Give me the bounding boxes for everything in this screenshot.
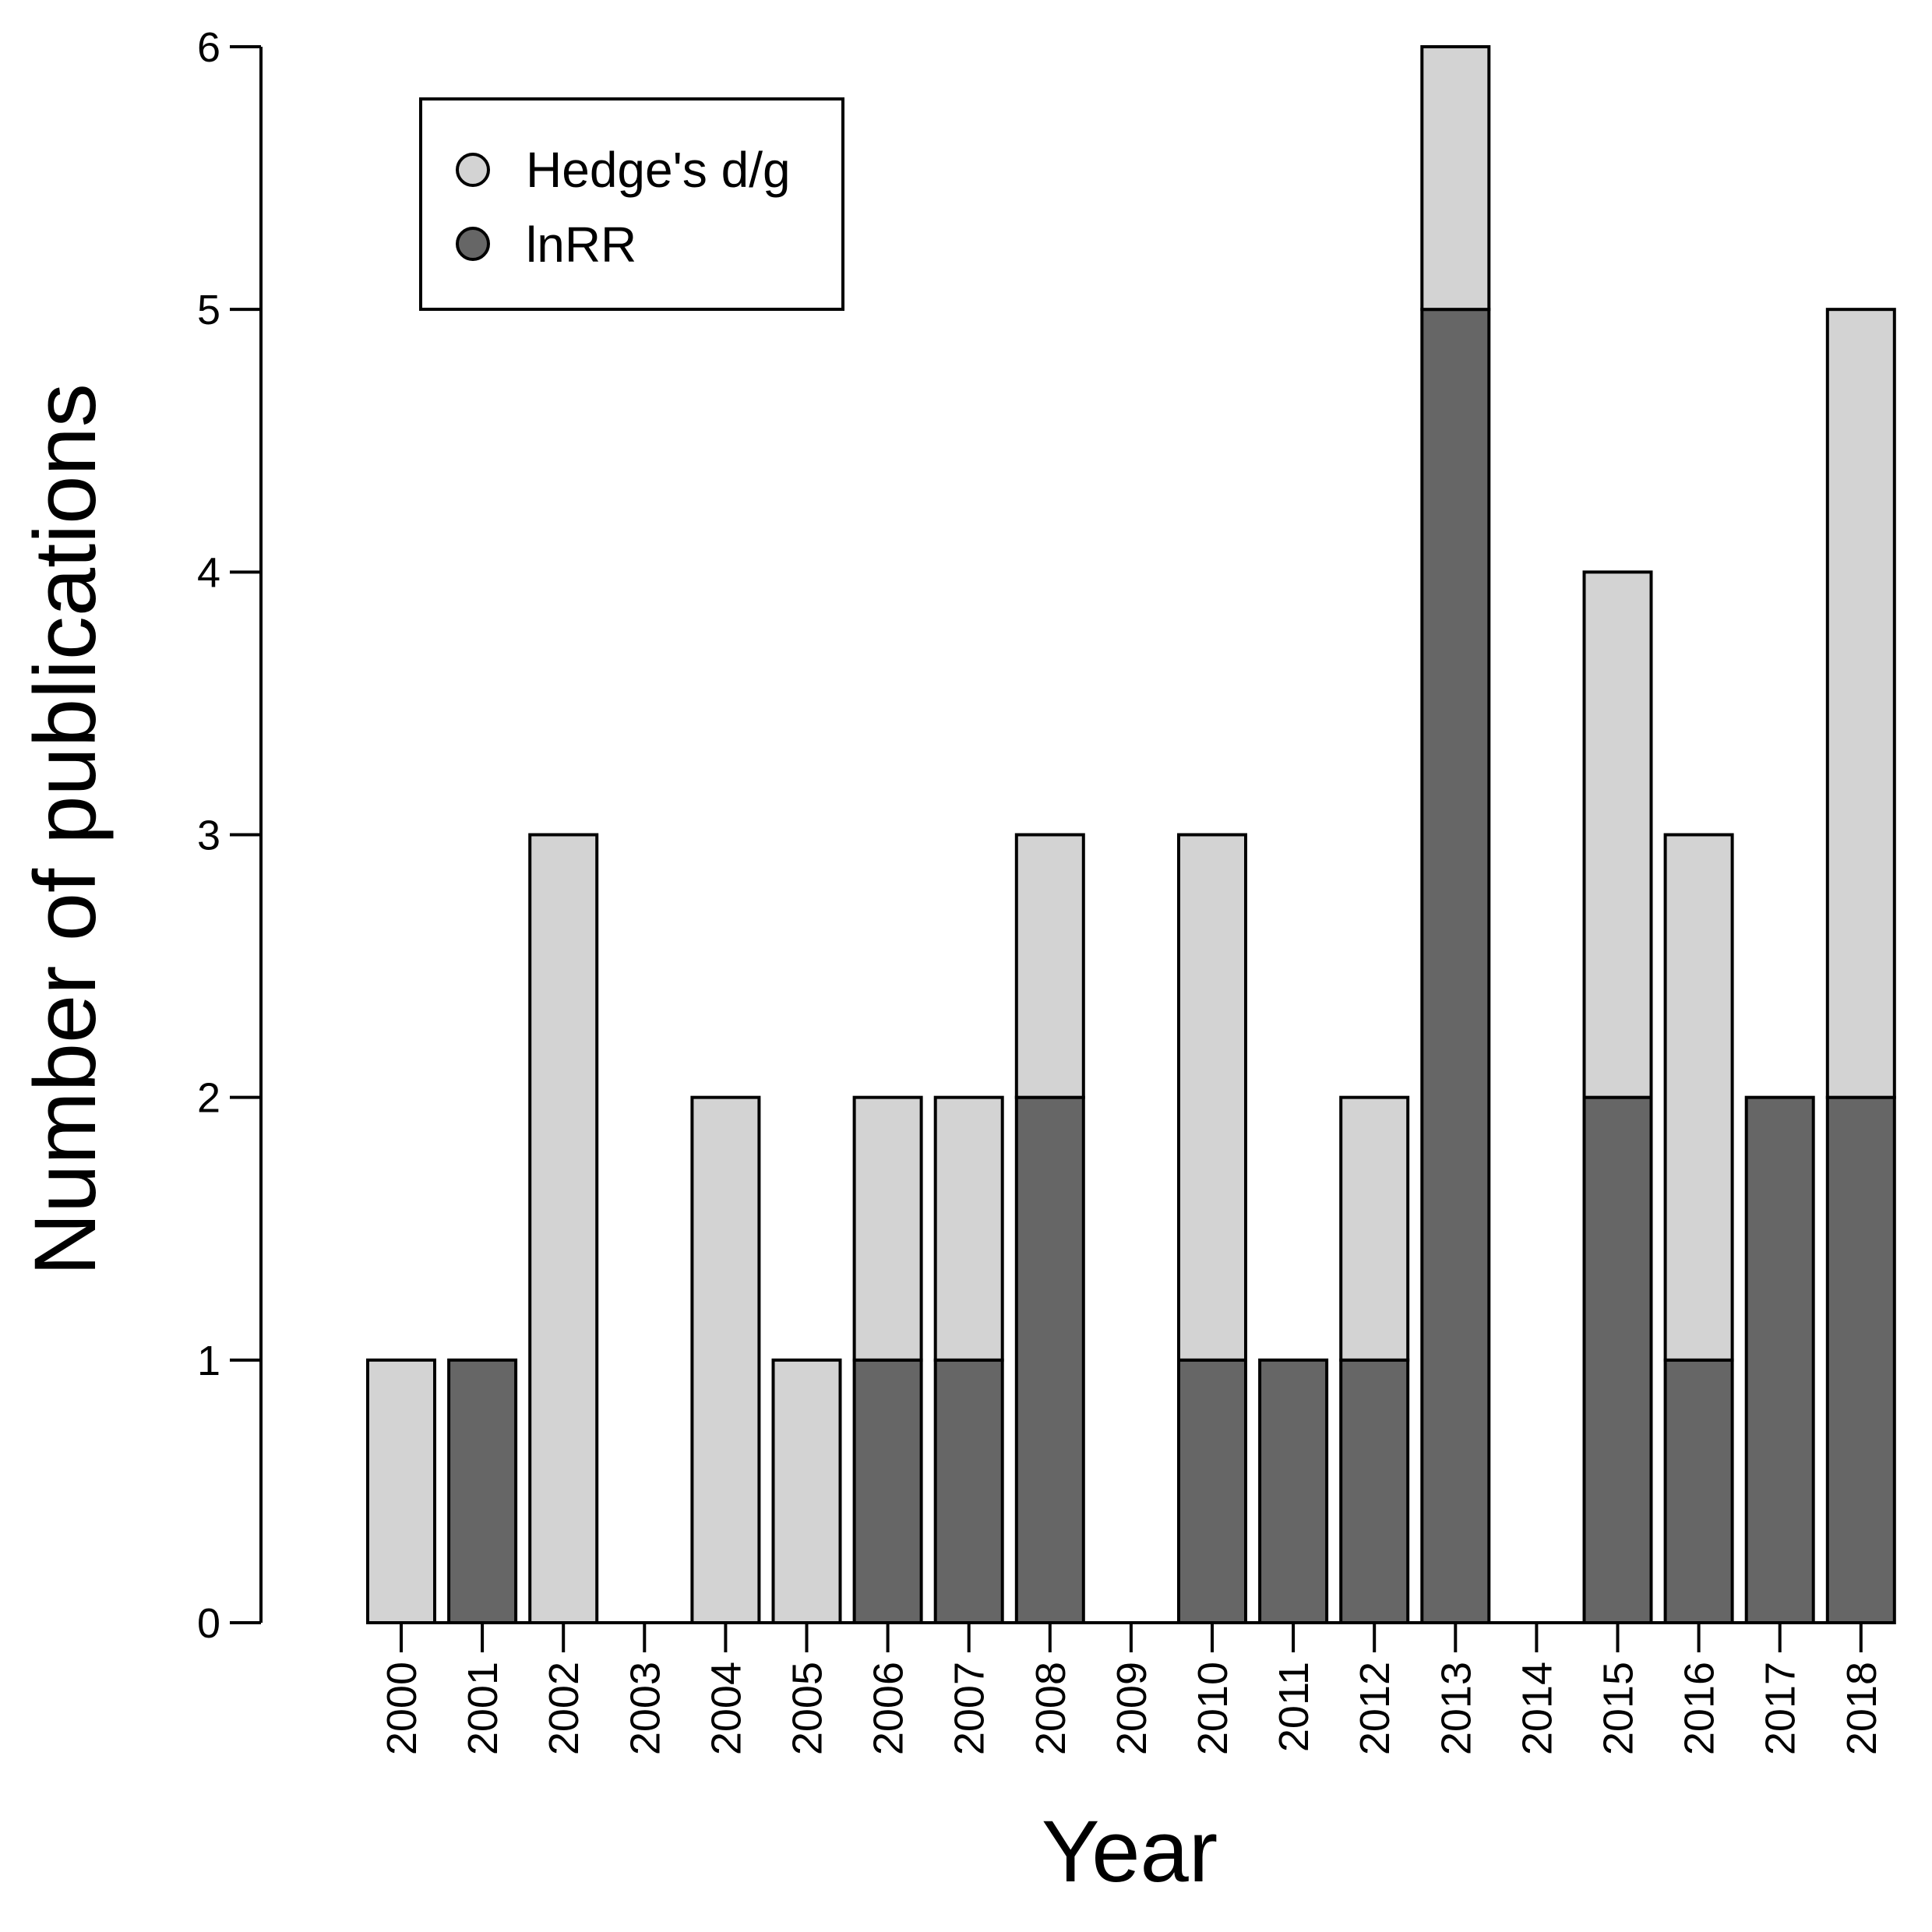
bar-2012-lnrr: [1339, 1358, 1410, 1625]
y-tick-label: 1: [197, 1338, 220, 1384]
bar-2018-lnrr: [1825, 1095, 1896, 1624]
bar-2015-lnrr: [1582, 1095, 1653, 1624]
legend-swatch-lnrr: [456, 227, 490, 261]
x-tick-label: 2003: [622, 1662, 668, 1755]
bar-2001-lnrr: [447, 1358, 518, 1625]
bar-2015-hedges: [1582, 570, 1653, 1099]
y-tick-label: 6: [197, 24, 220, 71]
y-tick-label: 4: [197, 549, 220, 596]
y-tick-label: 3: [197, 813, 220, 859]
x-tick-label: 2014: [1514, 1662, 1560, 1755]
x-tick-label: 2016: [1676, 1662, 1723, 1755]
x-tick-label: 2004: [703, 1662, 749, 1755]
bar-2008-lnrr: [1014, 1095, 1085, 1624]
y-tick-label: 0: [197, 1600, 220, 1647]
bar-2016-hedges: [1663, 833, 1734, 1362]
x-tick-label: 2018: [1839, 1662, 1885, 1755]
x-tick-label: 2006: [866, 1662, 912, 1755]
bar-2006-hedges: [852, 1095, 923, 1362]
bar-layer: [366, 45, 1896, 1625]
x-axis: 2000 2001 2002 2003 2004 2005 2006 2007 2008 2009…: [368, 1621, 1893, 1755]
x-tick-label: 2011: [1271, 1662, 1317, 1752]
y-tick-label: 5: [197, 287, 220, 333]
bar-2002-hedges: [528, 833, 599, 1624]
bar-2017-lnrr: [1744, 1095, 1815, 1624]
x-tick-label: 2007: [947, 1662, 993, 1755]
x-axis-title: Year: [1042, 1803, 1218, 1900]
bar-2005-hedges: [771, 1358, 842, 1625]
y-tick-label: 2: [197, 1075, 220, 1122]
x-tick-label: 2000: [379, 1662, 425, 1755]
x-tick-label: 2010: [1190, 1662, 1236, 1755]
bar-2010-hedges: [1177, 833, 1247, 1362]
x-tick-label: 2013: [1433, 1662, 1479, 1755]
bar-2016-lnrr: [1663, 1358, 1734, 1625]
bar-2011-lnrr: [1258, 1358, 1329, 1625]
x-tick-label: 2015: [1595, 1662, 1642, 1755]
bar-2006-lnrr: [852, 1358, 923, 1625]
x-tick-label: 2001: [460, 1662, 506, 1755]
y-axis-title: Number of publications: [16, 383, 114, 1275]
x-tick-label: 2005: [784, 1662, 831, 1755]
legend: Hedge's d/g lnRR: [419, 97, 844, 311]
x-tick-label: 2008: [1028, 1662, 1074, 1755]
legend-label-lnrr: lnRR: [526, 217, 636, 273]
bar-2004-hedges: [690, 1095, 761, 1624]
y-axis: 0 1 2 3 4 5 6: [197, 24, 263, 1647]
legend-label-hedges: Hedge's d/g: [526, 142, 791, 198]
x-tick-label: 2009: [1109, 1662, 1155, 1755]
bar-2012-hedges: [1339, 1095, 1410, 1362]
bar-2018-hedges: [1825, 308, 1896, 1099]
bar-2013-hedges: [1420, 45, 1491, 312]
x-tick-label: 2002: [541, 1662, 587, 1755]
bar-2007-lnrr: [933, 1358, 1004, 1625]
bar-2007-hedges: [933, 1095, 1004, 1362]
x-tick-label: 2012: [1352, 1662, 1398, 1755]
bar-2008-hedges: [1014, 833, 1085, 1099]
bar-2013-lnrr: [1420, 308, 1491, 1625]
legend-box: [419, 97, 844, 311]
legend-swatch-hedges: [456, 153, 490, 187]
x-tick-label: 2017: [1757, 1662, 1804, 1755]
bar-2010-lnrr: [1177, 1358, 1247, 1625]
bar-2000-hedges: [366, 1358, 436, 1625]
